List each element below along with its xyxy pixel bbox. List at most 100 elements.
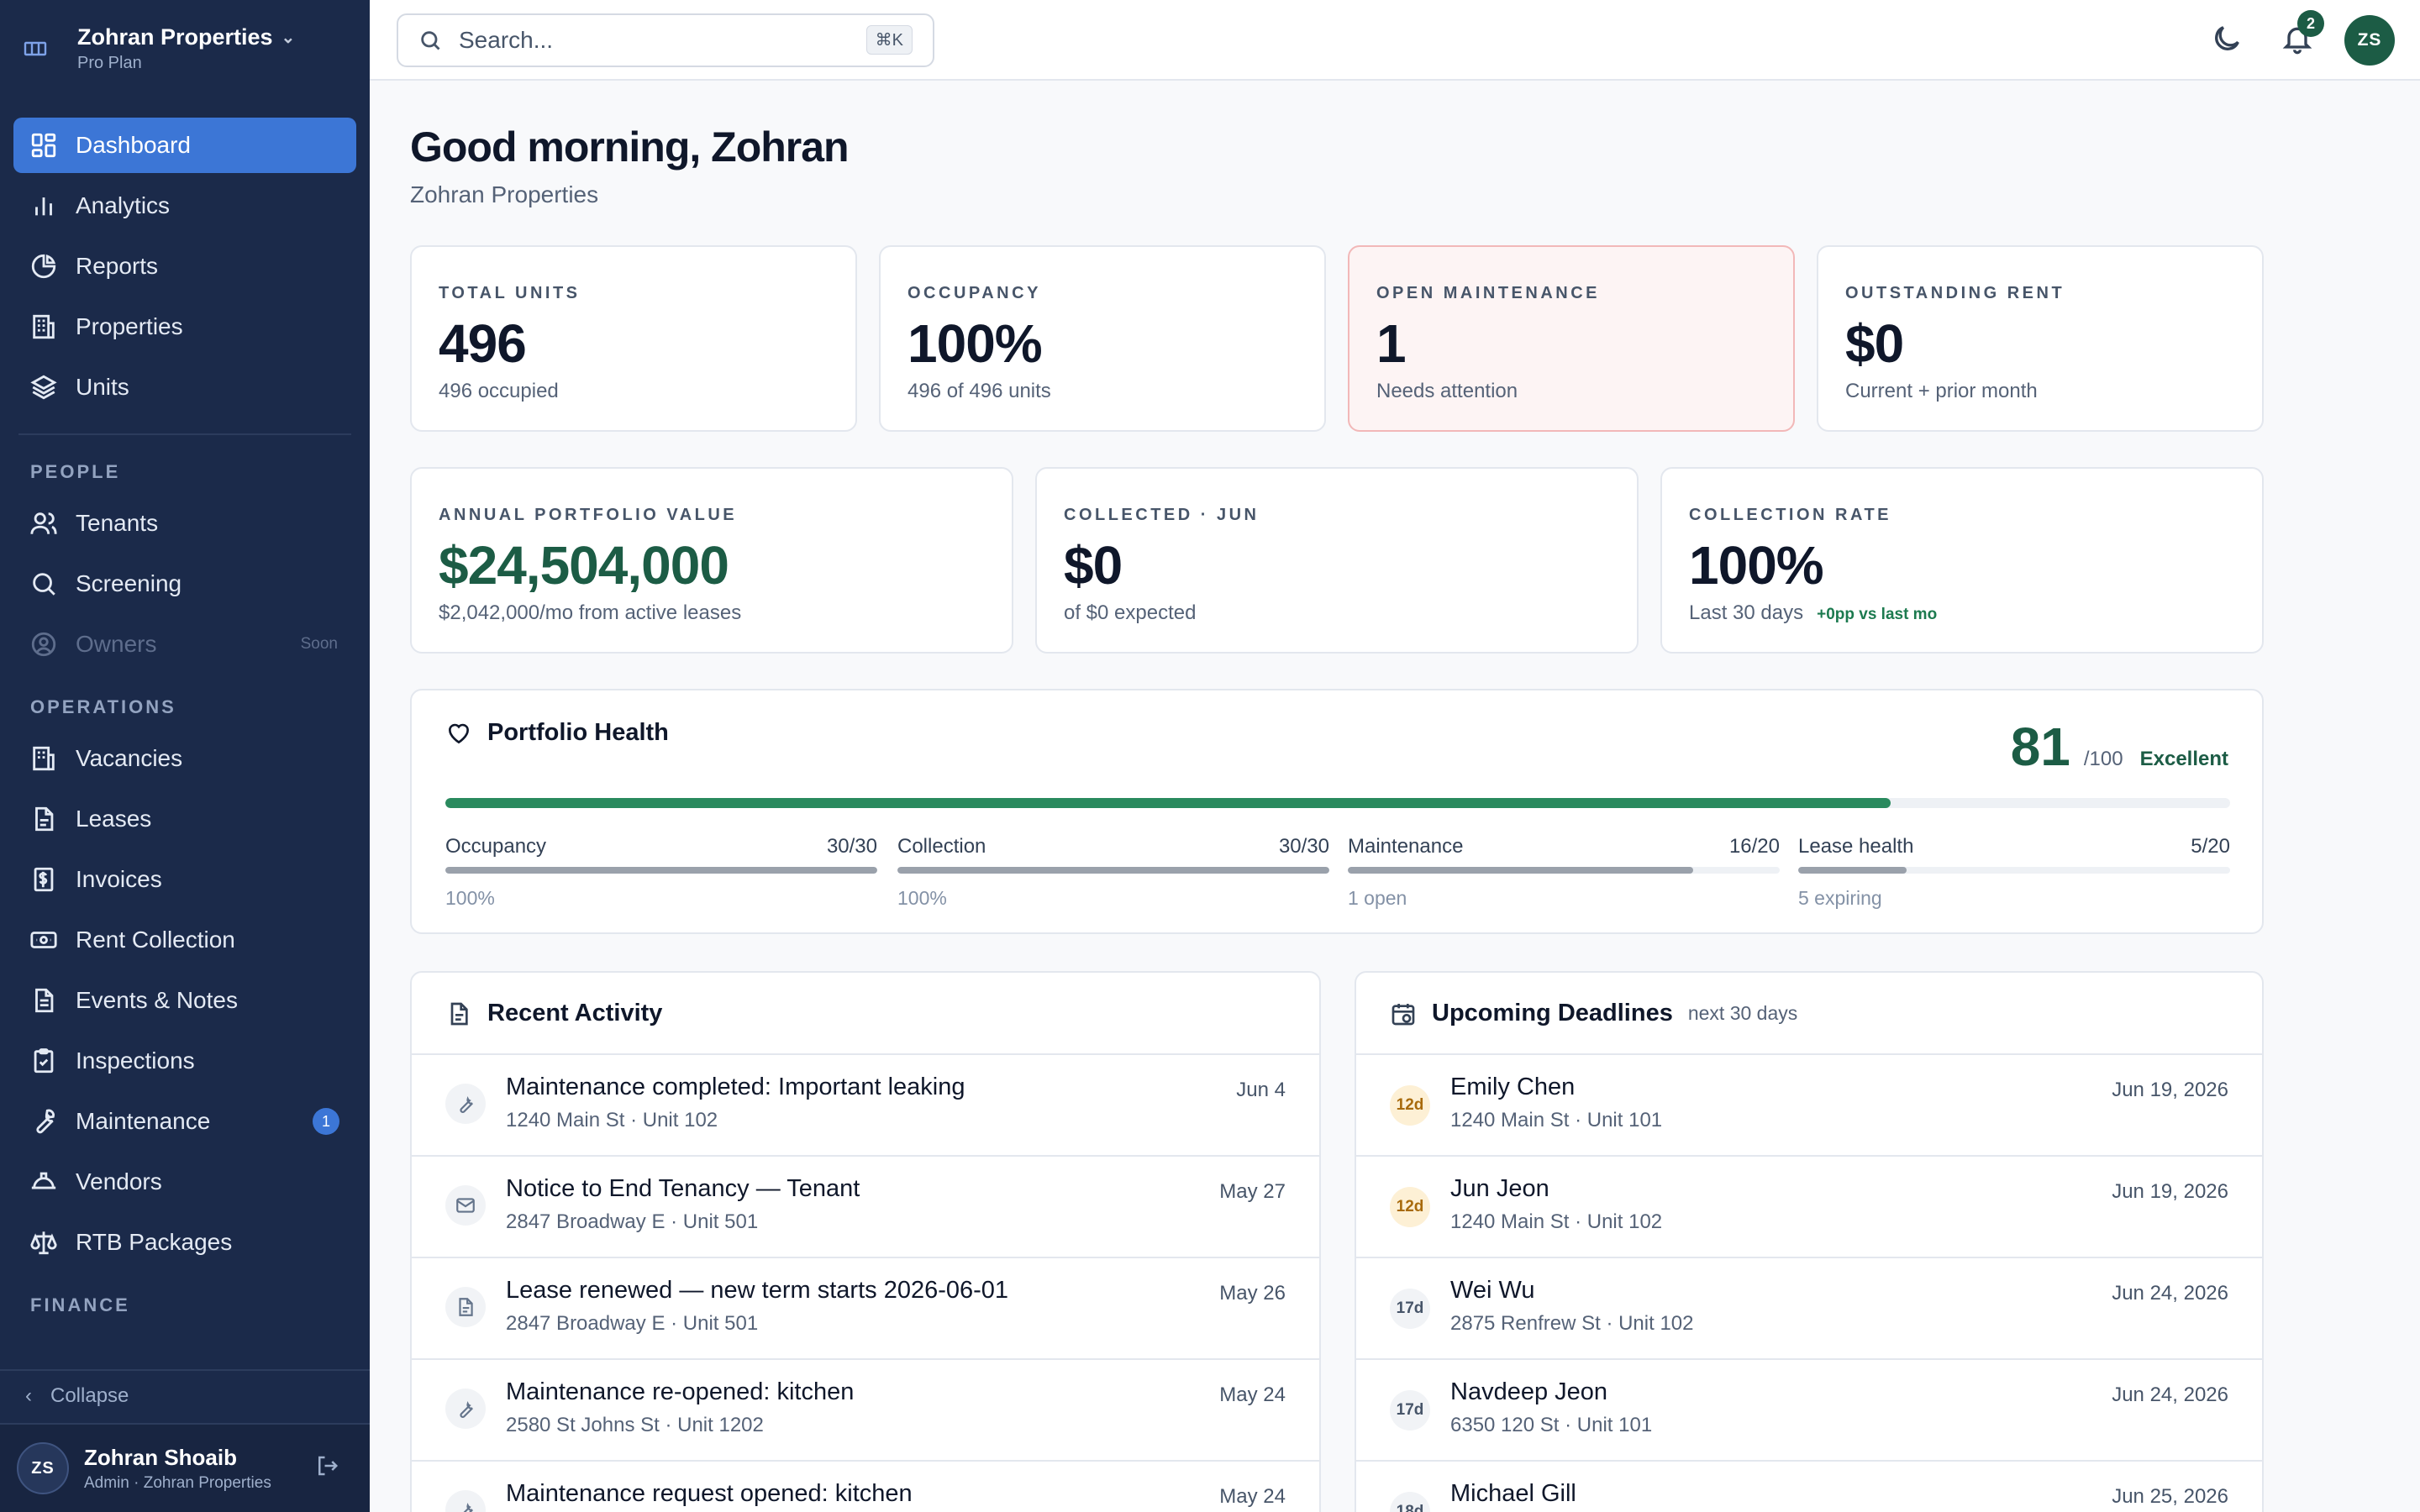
sidebar-item-analytics[interactable]: Analytics <box>13 178 356 234</box>
clipboard-check-icon <box>29 1046 59 1076</box>
sidebar-item-rtb-packages[interactable]: RTB Packages <box>13 1215 356 1270</box>
logout-icon[interactable] <box>314 1453 345 1483</box>
activity-sub: 2580 St Johns St · Unit 1202 <box>506 1414 764 1436</box>
health-score-max: /100 <box>2083 748 2123 770</box>
list-item[interactable]: Maintenance re-opened: kitchen 2580 St J… <box>412 1360 1319 1462</box>
org-switcher[interactable]: Zohran Properties ⌄ Pro Plan <box>17 17 353 81</box>
stat-card-collection-rate[interactable]: COLLECTION RATE 100% Last 30 days +0pp vs… <box>1660 467 2264 654</box>
topbar: Search... ⌘K 2 ZS <box>370 0 2420 81</box>
activity-date: May 26 <box>1219 1282 1286 1305</box>
days-remaining-badge: 18d <box>1390 1492 1430 1512</box>
list-item[interactable]: 12d Emily Chen 1240 Main St · Unit 101 J… <box>1356 1055 2262 1157</box>
stat-card-outstanding-rent[interactable]: OUTSTANDING RENT $0 Current + prior mont… <box>1817 245 2264 432</box>
sidebar-item-label: Units <box>76 374 129 400</box>
stat-value: 100% <box>1689 535 1824 596</box>
collapse-label: Collapse <box>50 1384 129 1407</box>
sidebar-item-vacancies[interactable]: Vacancies <box>13 731 356 786</box>
chevron-left-icon: ‹ <box>25 1384 32 1407</box>
sidebar-item-maintenance[interactable]: Maintenance 1 <box>13 1094 356 1149</box>
sidebar-item-units[interactable]: Units <box>13 360 356 415</box>
list-item[interactable]: Maintenance completed: Important leaking… <box>412 1055 1319 1157</box>
stat-sub: Current + prior month <box>1845 380 2038 402</box>
list-item[interactable]: Lease renewed — new term starts 2026-06-… <box>412 1258 1319 1360</box>
activity-sub: 2847 Broadway E · Unit 501 <box>506 1312 759 1335</box>
days-remaining-badge: 12d <box>1390 1085 1430 1126</box>
stat-card-open-maintenance[interactable]: OPEN MAINTENANCE 1 Needs attention <box>1348 245 1795 432</box>
user-profile[interactable]: ZS Zohran Shoaib Admin · Zohran Properti… <box>0 1423 370 1512</box>
sidebar-item-label: Inspections <box>76 1047 195 1074</box>
days-remaining-badge: 17d <box>1390 1289 1430 1329</box>
activity-title: Lease renewed — new term starts 2026-06-… <box>506 1277 1009 1304</box>
metric-bar-fill <box>1348 867 1694 874</box>
list-item[interactable]: 17d Navdeep Jeon 6350 120 St · Unit 101 … <box>1356 1360 2262 1462</box>
metric-bar-fill <box>897 867 1329 874</box>
sidebar-item-invoices[interactable]: Invoices <box>13 852 356 907</box>
health-score-value: 81 <box>2010 717 2070 777</box>
note-icon <box>29 985 59 1016</box>
list-item[interactable]: Maintenance request opened: kitchen May … <box>412 1462 1319 1512</box>
health-progress-fill <box>445 798 1891 808</box>
activity-list: Maintenance completed: Important leaking… <box>412 1053 1319 1512</box>
sidebar-item-rent-collection[interactable]: Rent Collection <box>13 912 356 968</box>
stat-card-annual-portfolio-value[interactable]: ANNUAL PORTFOLIO VALUE $24,504,000 $2,04… <box>410 467 1013 654</box>
building-icon <box>29 312 59 342</box>
stat-label: OUTSTANDING RENT <box>1845 284 2065 302</box>
sidebar-item-dashboard[interactable]: Dashboard <box>13 118 356 173</box>
sidebar-item-reports[interactable]: Reports <box>13 239 356 294</box>
stat-label: COLLECTION RATE <box>1689 506 1892 524</box>
list-item[interactable]: 18d Michael Gill Jun 25, 2026 <box>1356 1462 2262 1512</box>
soon-badge: Soon <box>300 635 338 653</box>
collapse-sidebar-button[interactable]: ‹ Collapse <box>0 1369 370 1421</box>
deadline-date: Jun 24, 2026 <box>2112 1383 2228 1406</box>
stat-label: ANNUAL PORTFOLIO VALUE <box>439 506 738 524</box>
metric-note: 100% <box>445 887 495 909</box>
search-input[interactable]: Search... ⌘K <box>397 13 934 67</box>
tenant-unit: 6350 120 St · Unit 101 <box>1450 1414 1653 1436</box>
metric-bar <box>1798 867 2230 874</box>
bar-chart-icon <box>29 191 59 221</box>
sidebar-item-leases[interactable]: Leases <box>13 791 356 847</box>
bell-icon[interactable]: 2 <box>2281 10 2324 59</box>
sidebar-item-properties[interactable]: Properties <box>13 299 356 354</box>
health-progress-bar <box>445 798 2230 808</box>
stat-card-total-units[interactable]: TOTAL UNITS 496 496 occupied <box>410 245 857 432</box>
wrench-icon <box>445 1084 486 1124</box>
stat-card-occupancy[interactable]: OCCUPANCY 100% 496 of 496 units <box>879 245 1326 432</box>
search-shortcut: ⌘K <box>865 25 913 55</box>
sidebar-item-label: RTB Packages <box>76 1229 233 1255</box>
tenant-name: Emily Chen <box>1450 1074 1576 1100</box>
sidebar-item-inspections[interactable]: Inspections <box>13 1033 356 1089</box>
list-item[interactable]: 12d Jun Jeon 1240 Main St · Unit 102 Jun… <box>1356 1157 2262 1258</box>
deadline-date: Jun 25, 2026 <box>2112 1485 2228 1508</box>
page-title: Good morning, Zohran <box>410 123 850 171</box>
metric-label: Occupancy <box>445 835 547 858</box>
list-item[interactable]: 17d Wei Wu 2875 Renfrew St · Unit 102 Ju… <box>1356 1258 2262 1360</box>
sidebar-item-events-notes[interactable]: Events & Notes <box>13 973 356 1028</box>
notification-badge: 2 <box>2297 10 2324 37</box>
user-name: Zohran Shoaib <box>84 1444 237 1470</box>
scale-icon <box>29 1227 59 1257</box>
stat-card-collected[interactable]: COLLECTED · JUN $0 of $0 expected <box>1035 467 1639 654</box>
metric-score: 30/30 <box>826 835 877 858</box>
moon-icon[interactable] <box>2210 22 2247 59</box>
calendar-clock-icon <box>1392 1003 1415 1025</box>
sidebar: Zohran Properties ⌄ Pro Plan Dashboard An… <box>0 0 370 1512</box>
dashboard-icon <box>29 130 59 160</box>
activity-sub: 2847 Broadway E · Unit 501 <box>506 1210 759 1233</box>
list-item[interactable]: Notice to End Tenancy — Tenant 2847 Broa… <box>412 1157 1319 1258</box>
sidebar-item-label: Screening <box>76 570 182 596</box>
wrench-icon <box>445 1389 486 1429</box>
metric-note: 5 expiring <box>1798 887 1882 909</box>
dollar-receipt-icon <box>29 864 59 895</box>
sidebar-item-vendors[interactable]: Vendors <box>13 1154 356 1210</box>
tenant-unit: 1240 Main St · Unit 101 <box>1450 1109 1663 1131</box>
stat-sub: Needs attention <box>1376 380 1518 402</box>
user-circle-icon <box>29 629 59 659</box>
avatar[interactable]: ZS <box>2344 15 2395 66</box>
wrench-icon <box>445 1490 486 1512</box>
sidebar-item-screening[interactable]: Screening <box>13 556 356 612</box>
building-icon <box>29 743 59 774</box>
stat-value: 1 <box>1376 313 1407 374</box>
activity-sub: 1240 Main St · Unit 102 <box>506 1109 718 1131</box>
sidebar-item-tenants[interactable]: Tenants <box>13 496 356 551</box>
